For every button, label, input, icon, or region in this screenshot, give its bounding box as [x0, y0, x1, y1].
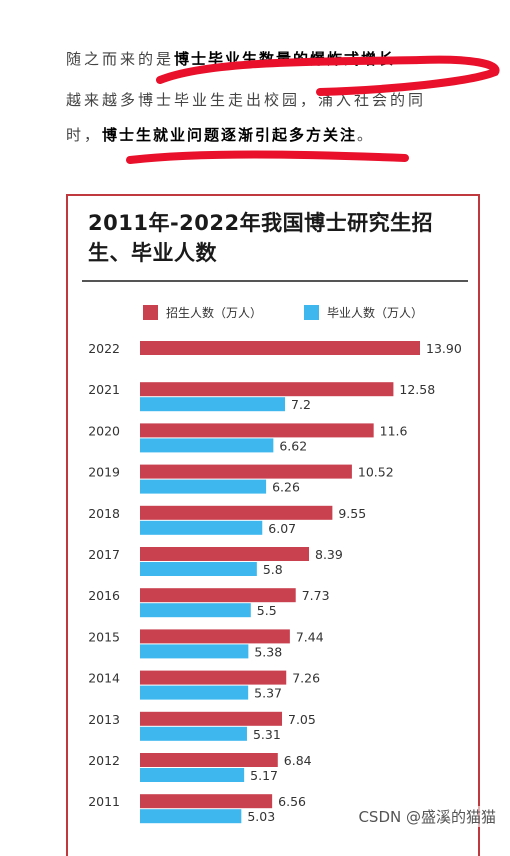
y-tick-label: 2012 [88, 753, 120, 768]
watermark: CSDN @盛溪的猫猫 [358, 806, 496, 827]
legend-label-enroll: 招生人数（万人） [166, 306, 263, 320]
legend-swatch-enroll [143, 305, 158, 320]
bar-grad [140, 603, 251, 618]
paragraph-line-3: 时，博士生就业问题逐渐引起多方关注。 [66, 124, 486, 145]
chart-card: 2011年-2022年我国博士研究生招生、毕业人数 招生人数（万人） 毕业人数（… [66, 194, 480, 856]
y-tick-label: 2011 [88, 794, 120, 809]
line1-text: 随之而来的是 [66, 50, 175, 68]
bar-grad [140, 562, 257, 576]
paragraph-line-2: 越来越多博士毕业生走出校园，涌入社会的同 [66, 89, 486, 110]
data-label-enroll: 7.73 [302, 588, 330, 603]
legend-item-grad: 毕业人数（万人） [304, 304, 423, 321]
data-label-enroll: 7.44 [296, 629, 324, 644]
data-label-grad: 5.17 [250, 768, 278, 783]
bar-enroll [140, 547, 310, 561]
line3-end: 。 [357, 126, 376, 144]
data-label-enroll: 9.55 [338, 506, 366, 521]
bar-grad [140, 809, 242, 824]
bar-grad [140, 768, 245, 782]
data-label-enroll: 13.90 [426, 341, 462, 356]
bar-enroll [140, 588, 296, 603]
y-tick-label: 2021 [88, 382, 120, 397]
bar-enroll [140, 794, 273, 809]
bar-enroll [140, 753, 278, 767]
legend-swatch-grad [304, 305, 319, 320]
data-label-grad: 7.2 [291, 397, 311, 412]
bar-enroll [140, 382, 394, 397]
paragraph-line-1: 随之而来的是博士毕业生数量的爆炸式增长 [66, 48, 486, 69]
bar-enroll [140, 711, 283, 726]
bar-enroll [140, 423, 374, 438]
data-label-enroll: 12.58 [399, 382, 435, 397]
data-label-grad: 5.03 [247, 809, 275, 824]
data-label-enroll: 6.56 [278, 794, 306, 809]
y-tick-label: 2022 [88, 341, 120, 356]
bar-grad [140, 726, 247, 741]
data-label-grad: 6.62 [279, 438, 307, 453]
bar-grad [140, 644, 249, 659]
title-divider [82, 280, 468, 282]
bar-grad [140, 520, 263, 535]
data-label-enroll: 7.05 [288, 712, 316, 727]
data-label-grad: 5.31 [253, 727, 281, 742]
y-tick-label: 2015 [88, 629, 120, 644]
legend-label-grad: 毕业人数（万人） [327, 306, 424, 320]
legend-item-enroll: 招生人数（万人） [143, 304, 262, 321]
bar-grad [140, 438, 274, 453]
data-label-enroll: 10.52 [358, 465, 394, 480]
line3-bold: 博士生就业问题逐渐引起多方关注 [102, 126, 358, 144]
data-label-grad: 5.5 [257, 603, 277, 618]
bar-plot: 2022 13.90 2021 12.58 7.2 2020 11.6 6.62 2019 10.… [88, 341, 462, 824]
line2-text: 越来越多博士毕业生走出校园，涌入社会的同 [66, 91, 427, 109]
bar-grad [140, 397, 286, 412]
data-label-enroll: 7.26 [292, 671, 320, 686]
data-label-grad: 5.38 [254, 644, 282, 659]
data-label-grad: 5.37 [254, 686, 282, 701]
bar-grad [140, 685, 249, 700]
y-tick-label: 2019 [88, 465, 120, 480]
data-label-grad: 6.26 [272, 480, 300, 495]
bar-enroll [140, 341, 420, 355]
line1-bold: 博士毕业生数量的爆炸式增长 [174, 50, 396, 68]
data-label-enroll: 11.6 [380, 423, 408, 438]
line3-text: 时， [66, 126, 103, 144]
data-label-grad: 6.07 [268, 521, 296, 536]
bar-enroll [140, 464, 352, 479]
y-tick-label: 2020 [88, 423, 120, 438]
y-tick-label: 2018 [88, 506, 120, 521]
chart-title: 2011年-2022年我国博士研究生招生、毕业人数 [88, 211, 434, 265]
chart-legend: 招生人数（万人） 毕业人数（万人） [68, 304, 478, 324]
bar-enroll [140, 670, 287, 685]
y-tick-label: 2014 [88, 671, 120, 686]
data-label-enroll: 6.84 [284, 753, 312, 768]
data-label-enroll: 8.39 [315, 547, 343, 562]
bar-enroll [140, 629, 290, 644]
bar-grad [140, 479, 267, 494]
y-tick-label: 2013 [88, 712, 120, 727]
data-label-grad: 5.8 [263, 562, 283, 577]
bar-enroll [140, 505, 333, 520]
y-tick-label: 2016 [88, 588, 120, 603]
y-tick-label: 2017 [88, 547, 120, 562]
